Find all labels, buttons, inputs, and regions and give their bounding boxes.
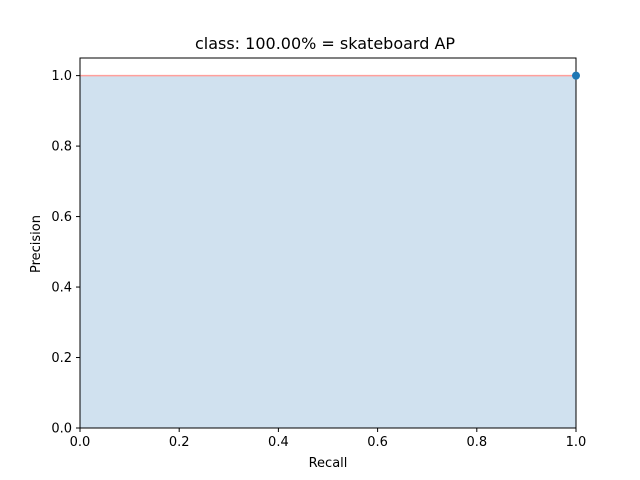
- x-tick-label: 0.4: [268, 435, 289, 450]
- y-axis-ticks: 0.0 0.2 0.4 0.6 0.8 1.0: [51, 69, 80, 437]
- y-tick-label: 0.6: [51, 210, 72, 225]
- axes-frame: [79, 57, 577, 429]
- x-axis-ticks: 0.0 0.2 0.4 0.6 0.8 1.0: [70, 428, 587, 450]
- y-tick-label: 0.8: [51, 140, 72, 155]
- x-tick-label: 0.0: [70, 435, 91, 450]
- y-tick-label: 1.0: [51, 69, 72, 84]
- x-tick-label: 0.2: [169, 435, 190, 450]
- y-axis-label: Precision: [29, 215, 44, 273]
- data-point-0-0: [572, 71, 580, 80]
- y-tick-label: 0.4: [51, 281, 72, 296]
- area-layer: [80, 75, 576, 428]
- y-tick-label: 0.2: [51, 351, 72, 366]
- x-tick-label: 1.0: [566, 435, 587, 450]
- x-tick-label: 0.6: [367, 435, 388, 450]
- x-tick-label: 0.8: [466, 435, 487, 450]
- chart-title: class: 100.00% = skateboard AP: [195, 34, 455, 53]
- x-axis-label: Recall: [309, 456, 348, 471]
- area-fill-0: [80, 75, 576, 428]
- marker-layer: [572, 71, 580, 80]
- y-tick-label: 0.0: [51, 422, 72, 437]
